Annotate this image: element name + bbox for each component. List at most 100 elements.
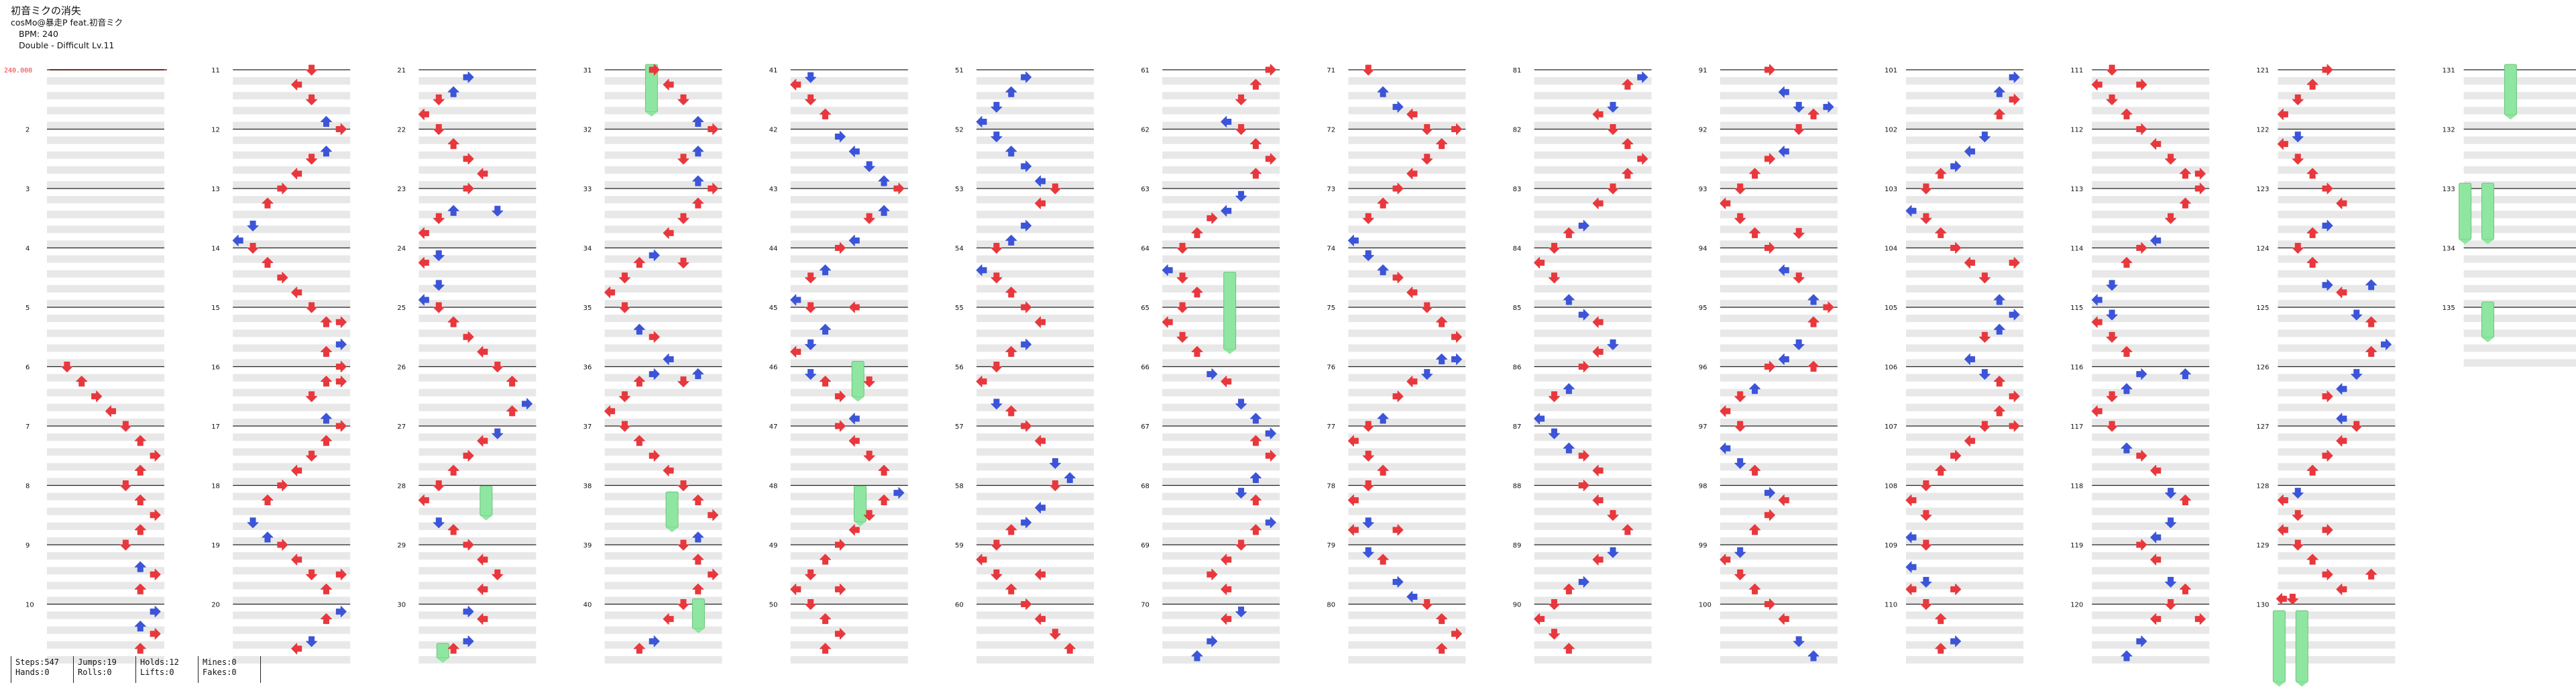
measure-row: [418, 478, 537, 486]
arrow-shape: [2009, 71, 2020, 83]
measure-row: [1162, 478, 1280, 486]
arrow-shape: [506, 376, 518, 387]
arrow-icon: [1720, 197, 1731, 209]
arrow-shape: [1548, 243, 1560, 254]
measure-number: 8: [25, 483, 30, 490]
measure-number: 107: [1885, 423, 1897, 431]
arrow-shape: [306, 302, 318, 313]
arrow-icon: [277, 480, 288, 491]
arrow-shape: [2351, 421, 2363, 432]
arrow-icon: [2306, 553, 2318, 565]
arrow-icon: [506, 376, 518, 387]
measure-row: [1534, 136, 1652, 144]
measure-row: [1348, 240, 1466, 248]
arrow-shape: [976, 376, 987, 388]
measure-row: [2278, 641, 2396, 649]
measure-row: [418, 374, 537, 382]
arrow-shape: [418, 108, 429, 120]
measure-row: [2092, 77, 2210, 85]
measure-row: [976, 284, 1094, 293]
arrow-icon: [61, 362, 73, 372]
measure-number: 118: [2070, 483, 2083, 490]
arrow-shape: [1764, 64, 1775, 76]
measure-row: [1348, 92, 1466, 100]
arrow-shape: [2165, 599, 2177, 610]
measure: 71: [1327, 67, 1466, 129]
arrow-shape: [291, 168, 302, 180]
measure-row: [2092, 641, 2210, 649]
measure-number: 26: [397, 364, 406, 372]
measure-row: [1162, 92, 1280, 100]
arrow-shape: [1005, 583, 1017, 594]
arrow-icon: [1064, 472, 1076, 483]
arrow-icon: [1235, 539, 1247, 551]
measure: 106: [1885, 364, 2023, 426]
measure-row: [2092, 284, 2210, 293]
measure-row: [1906, 136, 2023, 144]
measure-number: 13: [211, 186, 220, 193]
arrow-icon: [1607, 339, 1619, 350]
arrow-shape: [1592, 197, 1604, 209]
arrow-icon: [2322, 390, 2333, 403]
arrow-icon: [1451, 353, 1463, 365]
arrow-icon: [1920, 510, 1932, 521]
arrow-shape: [1377, 264, 1389, 276]
measure-row: [418, 255, 537, 263]
measure-row: [1348, 299, 1466, 307]
measure-row: [1720, 403, 1838, 411]
arrow-shape: [1920, 510, 1932, 521]
arrow-icon: [1265, 64, 1276, 76]
measure-row: [47, 315, 164, 323]
measure: 130: [2256, 602, 2396, 664]
measure-row: [604, 315, 722, 323]
measure-row: [1348, 359, 1466, 367]
arrow-icon: [134, 464, 146, 476]
arrow-shape: [1021, 301, 1032, 313]
arrow-shape: [649, 250, 660, 262]
arrow-shape: [1764, 361, 1775, 372]
arrow-icon: [2336, 286, 2347, 299]
arrow-icon: [1377, 553, 1389, 565]
measure: 54: [955, 246, 1094, 307]
hold-body: [436, 643, 449, 659]
measure-row: [2092, 107, 2210, 115]
arrow-shape: [150, 450, 161, 462]
arrow-shape: [2365, 316, 2377, 327]
arrow-icon: [1950, 583, 1962, 595]
measure-row: [233, 507, 351, 515]
arrow-shape: [134, 621, 146, 632]
measure: 48: [769, 483, 908, 545]
hold-icon: [436, 643, 449, 663]
arrow-icon: [492, 205, 504, 217]
arrow-shape: [1064, 643, 1076, 654]
arrow-shape: [2136, 450, 2147, 462]
arrow-icon: [1578, 219, 1589, 231]
arrow-icon: [848, 301, 860, 313]
measure-number: 35: [583, 305, 592, 312]
arrow-icon: [1221, 376, 1232, 388]
measure-number: 49: [769, 542, 778, 549]
measure-row: [604, 107, 722, 115]
measure-row: [1906, 611, 2023, 619]
arrow-shape: [2286, 594, 2298, 604]
arrow-shape: [306, 64, 318, 76]
measure-row: [1720, 478, 1838, 486]
measure-row: [1162, 166, 1280, 174]
arrow-icon: [1436, 643, 1448, 654]
arrow-shape: [1347, 435, 1359, 447]
measure-row: [790, 270, 908, 278]
measure-row: [418, 240, 537, 248]
measure: 77: [1327, 423, 1466, 486]
arrow-icon: [463, 450, 474, 462]
arrow-icon: [805, 302, 817, 313]
arrow-icon: [2091, 294, 2103, 306]
arrow-shape: [2336, 435, 2347, 447]
measure-row: [47, 388, 164, 397]
measure-row: [2278, 344, 2396, 352]
arrow-icon: [677, 94, 689, 105]
measure-row: [1348, 315, 1466, 323]
hold-icon: [665, 491, 679, 533]
arrow-icon: [834, 420, 846, 432]
measure: 3: [25, 186, 164, 248]
measure-row: [1534, 433, 1652, 441]
